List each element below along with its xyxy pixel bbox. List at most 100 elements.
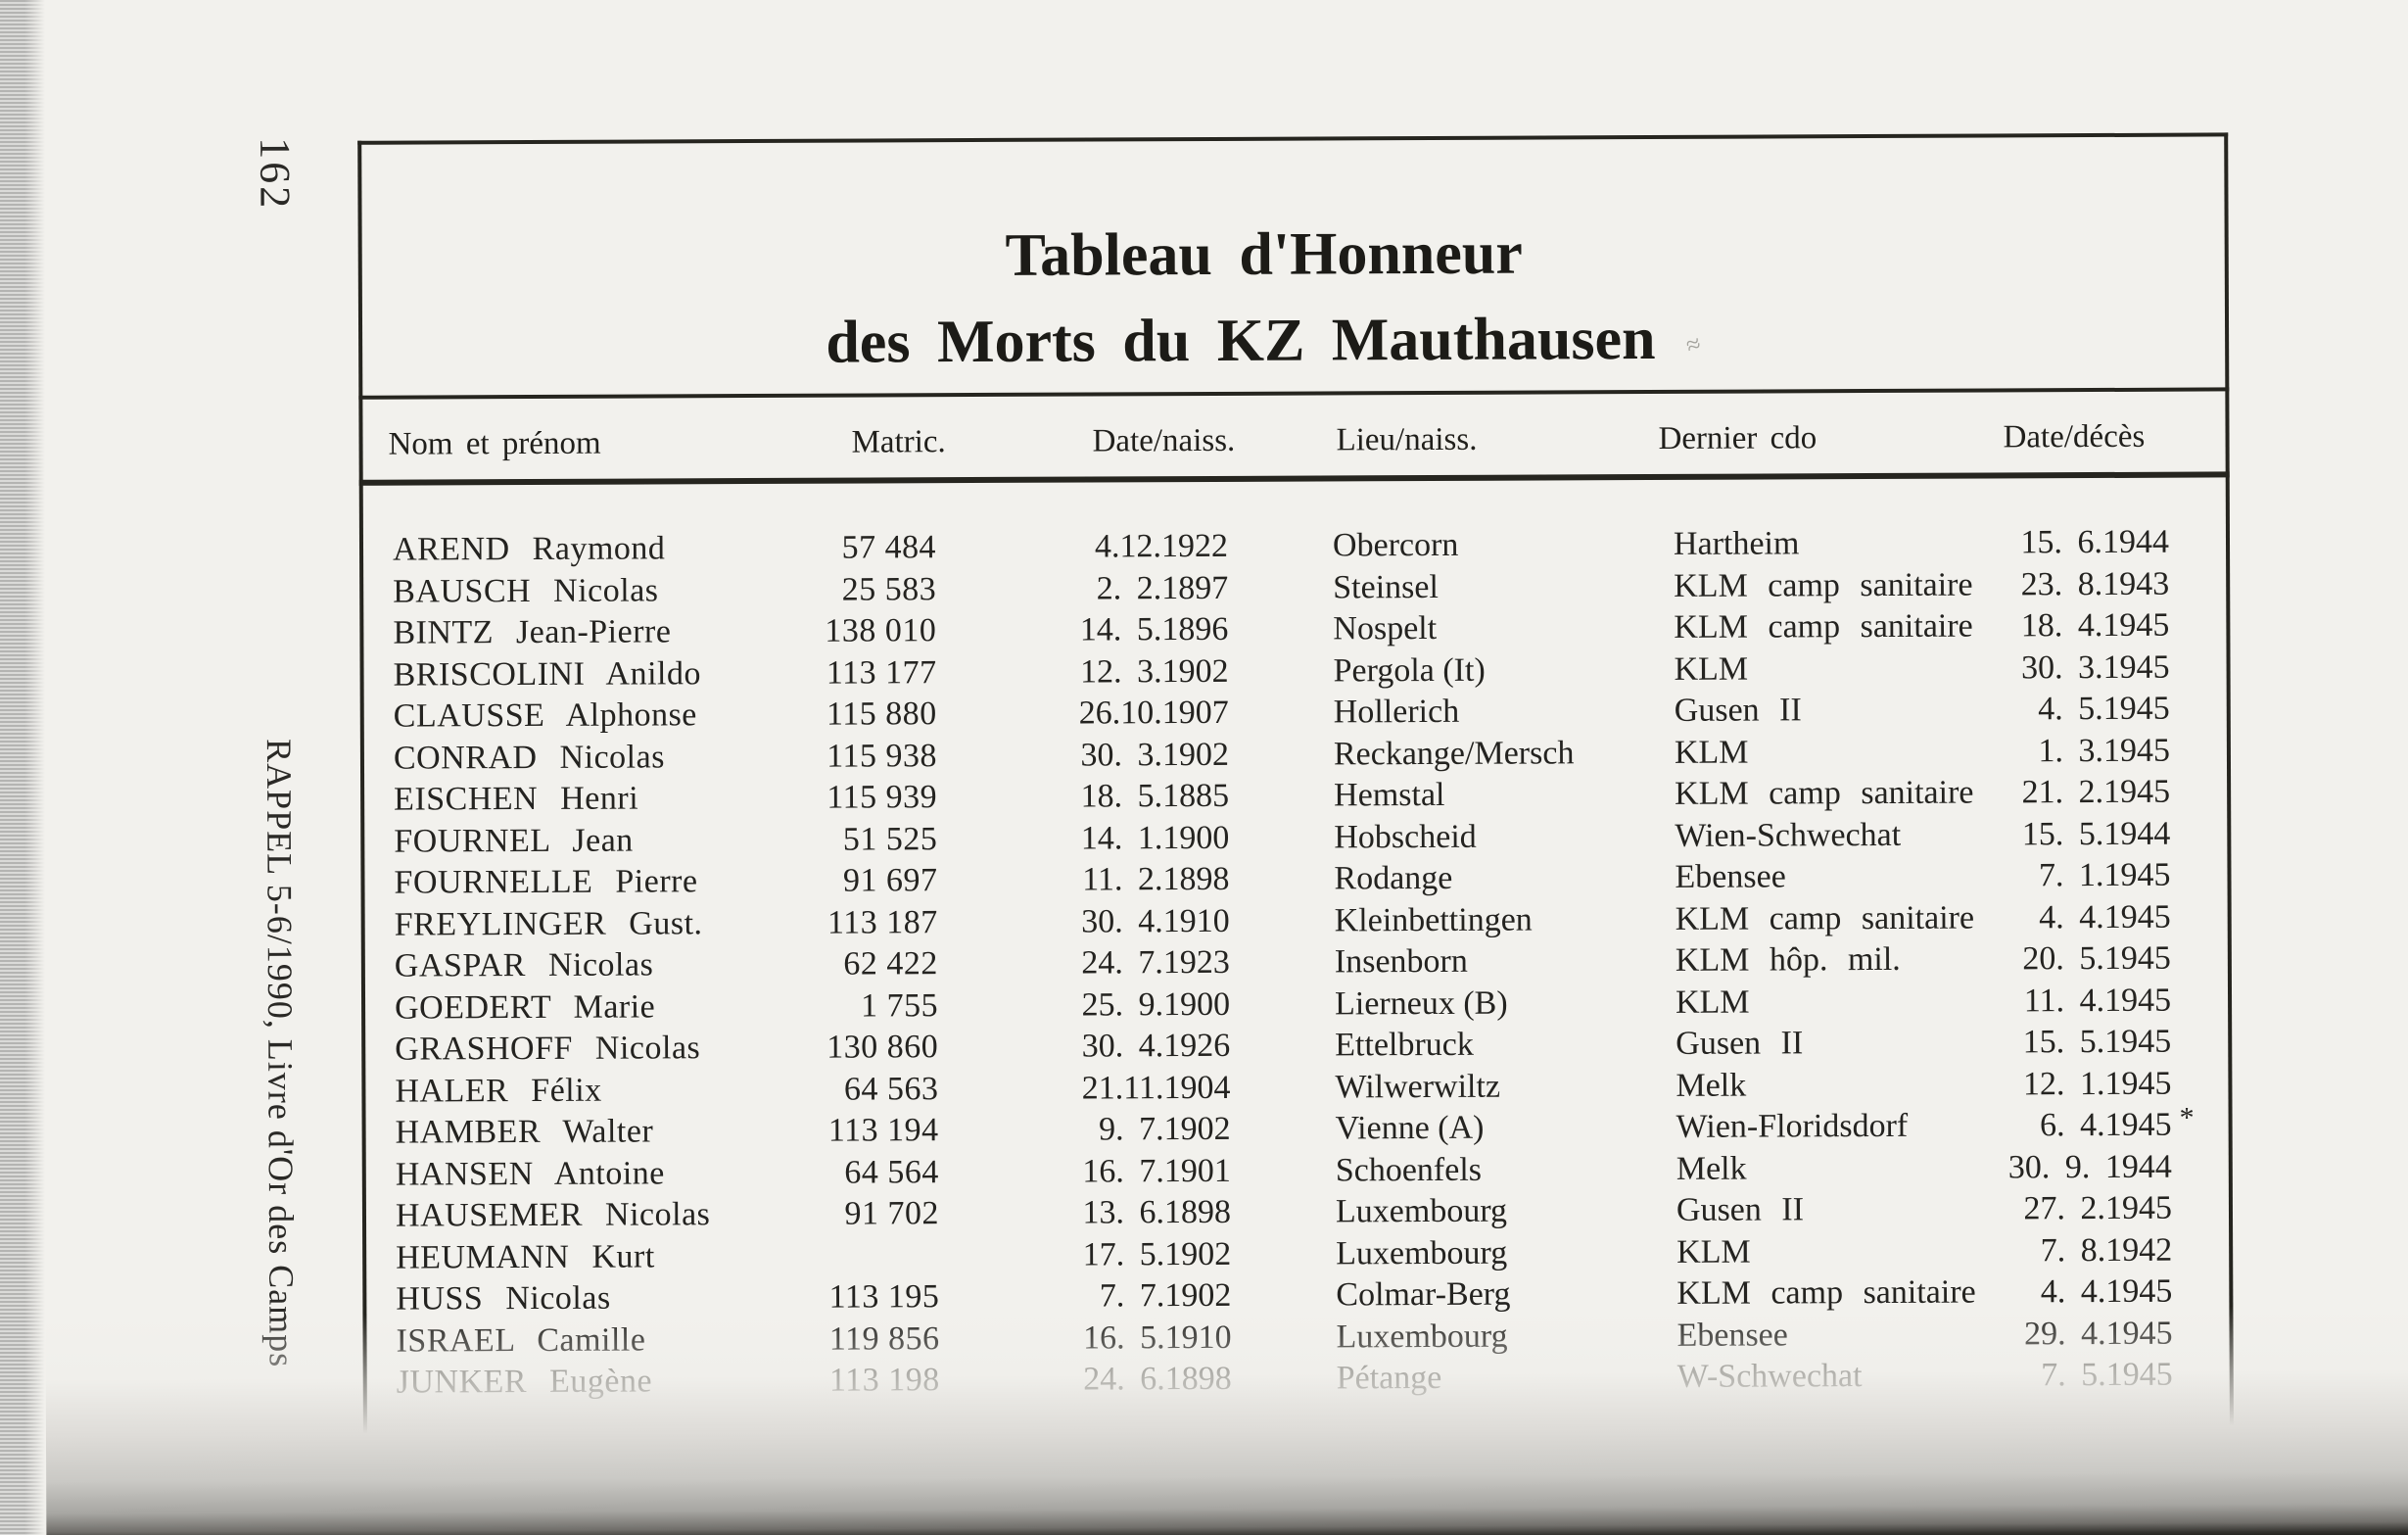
cell-last-kommando: KLM bbox=[1674, 734, 1749, 771]
cell-birth-place: Steinsel bbox=[1333, 568, 1439, 605]
cell-death-date: 4. 4.1945 bbox=[2039, 898, 2171, 935]
cell-name: BAUSCH Nicolas bbox=[393, 571, 659, 610]
cell-name: CONRAD Nicolas bbox=[393, 738, 665, 777]
cell-last-kommando: Wien-Floridsdorf bbox=[1676, 1107, 1909, 1145]
column-header-birth-place: Lieu/naiss. bbox=[1336, 421, 1478, 458]
cell-matric: 62 422 bbox=[843, 945, 938, 983]
cell-birth-date: 30. 4.1910 bbox=[1081, 902, 1230, 940]
pen-mark-icon: ≈ bbox=[1682, 328, 1706, 360]
cell-matric: 64 564 bbox=[844, 1153, 939, 1191]
header-divider bbox=[358, 471, 2230, 486]
cell-birth-place: Hobscheid bbox=[1334, 818, 1477, 855]
cell-last-kommando: KLM bbox=[1676, 1233, 1751, 1271]
column-header-matric: Matric. bbox=[851, 424, 946, 460]
cell-birth-date: 2. 2.1897 bbox=[1096, 569, 1229, 606]
cell-birth-place: Hollerich bbox=[1333, 693, 1460, 731]
cell-birth-date: 24. 7.1923 bbox=[1081, 943, 1230, 982]
cell-name: FREYLINGER Gust. bbox=[394, 904, 703, 943]
cell-death-date: 21. 2.1945 bbox=[2021, 773, 2171, 811]
cell-last-kommando: KLM camp sanitaire bbox=[1674, 566, 1973, 604]
cell-death-date: 15. 5.1945 bbox=[2022, 1023, 2172, 1061]
page-curl-shadow bbox=[45, 1305, 2408, 1535]
cell-birth-date: 25. 9.1900 bbox=[1081, 985, 1231, 1024]
cell-matric: 64 563 bbox=[843, 1070, 939, 1108]
margin-note: RAPPEL 5-6/1990, Livre d'Or des Camps bbox=[259, 739, 302, 1368]
cell-name: AREND Raymond bbox=[392, 530, 666, 568]
cell-death-date: 4. 5.1945 bbox=[2038, 690, 2170, 728]
cell-birth-place: Nospelt bbox=[1333, 609, 1438, 648]
cell-birth-date: 14. 1.1900 bbox=[1080, 819, 1230, 857]
cell-name: GRASHOFF Nicolas bbox=[395, 1030, 701, 1068]
cell-name: EISCHEN Henri bbox=[394, 780, 639, 818]
cell-death-date: 7. 8.1942 bbox=[2040, 1231, 2173, 1269]
cell-birth-place: Luxembourg bbox=[1336, 1234, 1508, 1271]
cell-birth-date: 14. 5.1896 bbox=[1079, 610, 1229, 648]
cell-last-kommando: Wien-Schwechat bbox=[1675, 816, 1902, 854]
cell-last-kommando: KLM bbox=[1674, 650, 1749, 688]
cell-birth-date: 4.12.1922 bbox=[1094, 527, 1229, 565]
cell-death-date: 15. 5.1944 bbox=[2021, 815, 2171, 852]
cell-last-kommando: Gusen II bbox=[1676, 1025, 1804, 1062]
cell-last-kommando: Hartheim bbox=[1673, 525, 1800, 562]
page-number: 162 bbox=[251, 137, 300, 212]
cell-death-date: 15. 6.1944 bbox=[2020, 523, 2170, 561]
table-header-row: Nom et prénom Matric. Date/naiss. Lieu/n… bbox=[362, 418, 2225, 462]
cell-birth-place: Vienne (A) bbox=[1335, 1109, 1485, 1147]
cell-matric: 25 583 bbox=[841, 570, 937, 608]
cell-death-date: 6. 4.1945 bbox=[2040, 1106, 2172, 1144]
cell-name: CLAUSSE Alphonse bbox=[393, 696, 697, 735]
cell-name: HAUSEMER Nicolas bbox=[395, 1196, 711, 1234]
cell-matric: 115 939 bbox=[826, 779, 938, 816]
cell-birth-place: Wilwerwiltz bbox=[1335, 1068, 1501, 1105]
cell-matric: 91 697 bbox=[842, 862, 938, 899]
cell-last-kommando: Melk bbox=[1676, 1150, 1747, 1187]
cell-birth-date: 12. 3.1902 bbox=[1079, 652, 1229, 691]
table-frame: Tableau d'Honneur des Morts du KZ Mautha… bbox=[357, 132, 2234, 1446]
cell-name: GASPAR Nicolas bbox=[394, 946, 654, 984]
cell-last-kommando: KLM camp sanitaire bbox=[1674, 607, 1973, 646]
cell-last-kommando: KLM bbox=[1675, 983, 1750, 1021]
cell-birth-place: Reckange/Mersch bbox=[1333, 734, 1575, 772]
cell-last-kommando: Ebensee bbox=[1675, 858, 1786, 895]
cell-death-date: 7. 1.1945 bbox=[2038, 856, 2171, 894]
cell-birth-place: Rodange bbox=[1334, 859, 1453, 897]
cell-death-note: * bbox=[2179, 1101, 2195, 1134]
cell-death-date: 20. 5.1945 bbox=[2022, 939, 2171, 978]
cell-birth-date: 16. 7.1901 bbox=[1082, 1152, 1231, 1190]
title-line-1: Tableau d'Honneur bbox=[1005, 219, 1524, 289]
cell-birth-place: Kleinbettingen bbox=[1334, 901, 1533, 938]
cell-matric: 91 702 bbox=[844, 1195, 940, 1232]
cell-birth-place: Ettelbruck bbox=[1335, 1026, 1474, 1064]
scanner-edge-strip bbox=[0, 0, 45, 1535]
cell-birth-date: 17. 5.1902 bbox=[1082, 1235, 1232, 1273]
cell-birth-date: 11. 2.1898 bbox=[1082, 860, 1230, 898]
cell-death-date: 30. 9. 1944 bbox=[2007, 1148, 2172, 1185]
cell-matric: 57 484 bbox=[841, 529, 937, 566]
cell-last-kommando: KLM hôp. mil. bbox=[1675, 940, 1901, 979]
cell-birth-place: Insenborn bbox=[1334, 942, 1468, 981]
cell-death-date: 12. 1.1945 bbox=[2022, 1065, 2172, 1102]
cell-matric: 1 755 bbox=[860, 986, 939, 1025]
cell-death-date: 23. 8.1943 bbox=[2020, 565, 2170, 602]
cell-name: FOURNEL Jean bbox=[394, 822, 634, 860]
cell-birth-date: 30. 3.1902 bbox=[1080, 736, 1230, 774]
cell-death-date: 27. 2.1945 bbox=[2023, 1189, 2173, 1227]
cell-last-kommando: Melk bbox=[1676, 1067, 1747, 1104]
cell-matric bbox=[719, 1235, 939, 1236]
cell-birth-date: 30. 4.1926 bbox=[1081, 1027, 1231, 1065]
cell-name: BINTZ Jean-Pierre bbox=[393, 613, 672, 651]
cell-birth-place: Lierneux (B) bbox=[1334, 984, 1508, 1022]
cell-name: HALER Félix bbox=[395, 1072, 602, 1110]
cell-name: HEUMANN Kurt bbox=[396, 1237, 655, 1276]
cell-matric: 115 938 bbox=[826, 737, 938, 775]
cell-birth-place: Obercorn bbox=[1332, 526, 1459, 564]
cell-birth-place: Hemstal bbox=[1334, 776, 1445, 814]
cell-name: BRISCOLINI Anildo bbox=[393, 654, 702, 694]
cell-death-date: 30. 3.1945 bbox=[2020, 648, 2170, 686]
title-line-2: des Morts du KZ Mauthausen ≈ bbox=[362, 294, 2166, 400]
cell-matric: 115 880 bbox=[826, 696, 937, 733]
cell-last-kommando: Gusen II bbox=[1674, 692, 1802, 729]
cell-matric: 113 194 bbox=[827, 1112, 939, 1149]
